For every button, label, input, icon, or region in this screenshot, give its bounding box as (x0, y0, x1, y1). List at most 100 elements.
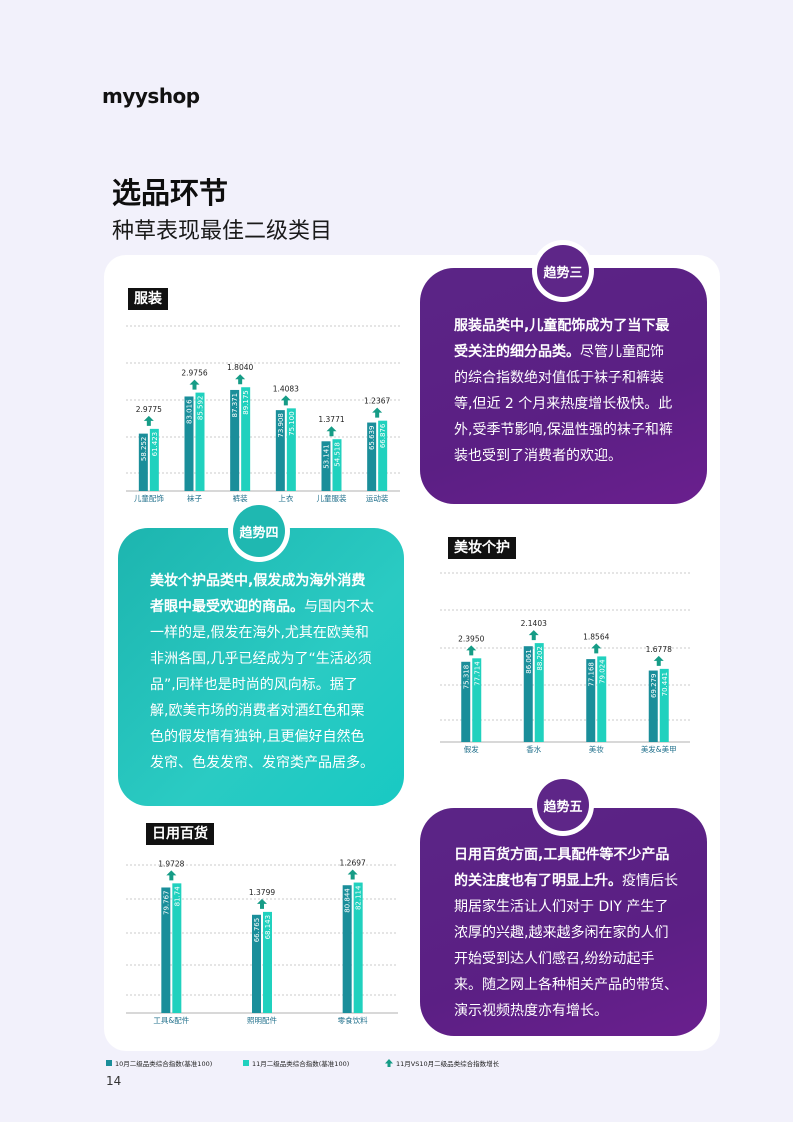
growth-arrow-icon (653, 655, 664, 666)
growth-label: 1.8564 (583, 632, 609, 641)
trend-five-card: 日用百货方面,工具配件等不少产品的关注度也有了明显上升。疫情后长期居家生活让人们… (420, 808, 707, 1036)
bar-oct (523, 646, 533, 742)
legend-nov-label: 11月二级品类综合指数(基准100) (252, 1060, 350, 1068)
growth-arrow-icon (166, 870, 177, 881)
clothing-chart-title: 服装 (128, 288, 168, 310)
bar-nov-label: 70.441 (661, 672, 669, 697)
category-label: 上衣 (278, 493, 293, 503)
bar-oct (367, 422, 377, 491)
growth-arrow-icon (591, 643, 602, 654)
daily-bar-chart: 79.767 81.74 1.9728 工具&配件 66.765 68.143 1.3799… (126, 859, 398, 1025)
growth-label: 1.8040 (227, 363, 253, 372)
growth-arrow-icon (528, 630, 539, 641)
bar-nov (263, 911, 272, 1013)
bar-oct (586, 659, 596, 742)
legend-oct-label: 10月二级品类综合指数(基准100) (115, 1060, 213, 1068)
bar-oct-label: 58.252 (140, 437, 148, 462)
trend-four-text: 美妆个护品类中,假发成为海外消费者眼中最受欢迎的商品。与国内不太一样的是,假发在… (150, 568, 376, 776)
growth-arrow-icon (466, 645, 477, 656)
bar-nov (353, 882, 363, 1013)
trend-four-card: 美妆个护品类中,假发成为海外消费者眼中最受欢迎的商品。与国内不太一样的是,假发在… (118, 528, 404, 806)
bar-oct (321, 441, 331, 491)
legend-oct-swatch (106, 1060, 112, 1066)
growth-arrow-icon (372, 407, 383, 418)
clothing-chart-panel: 服装 58.252 61.423 2.9775 儿童配饰 83.016 85.592 2.9… (118, 268, 406, 509)
bar-nov-label: 89.175 (242, 390, 250, 415)
trend-three-bold: 服装品类中,儿童配饰成为了当下最受关注的细分品类。 (454, 318, 670, 360)
growth-label: 1.3771 (318, 415, 344, 424)
legend-oct: 10月二级品类综合指数(基准100) (106, 1058, 212, 1068)
bar-nov-label: 61.423 (151, 432, 159, 457)
growth-label: 1.9728 (158, 859, 184, 868)
myyshop-logo: myyshop (102, 84, 200, 108)
growth-arrow-icon (257, 898, 267, 909)
category-label: 儿童配饰 (134, 493, 164, 503)
bar-oct (342, 885, 352, 1013)
growth-arrow-icon (326, 426, 337, 437)
bar-oct (184, 396, 194, 491)
clothing-bar-chart: 58.252 61.423 2.9775 儿童配饰 83.016 85.592 2.9756… (126, 325, 400, 503)
bar-oct-label: 66.765 (253, 918, 261, 943)
category-label: 美妆 (589, 744, 604, 754)
bar-nov-label: 88.202 (536, 646, 544, 671)
bar-oct-label: 80.844 (344, 888, 352, 913)
bar-nov-label: 85.592 (197, 396, 205, 421)
beauty-chart-panel: 美妆个护 75.318 77.714 2.3950 假发 86.061 88.202 2.1… (420, 520, 707, 802)
legend-nov-swatch (243, 1060, 249, 1066)
bar-nov-label: 77.714 (473, 661, 481, 686)
daily-chart-panel: 日用百货 79.767 81.74 1.9728 工具&配件 66.765 68.143 1… (118, 815, 406, 1043)
growth-label: 1.6778 (646, 645, 672, 654)
growth-arrow-icon (280, 395, 291, 406)
bar-oct (138, 433, 148, 491)
category-label: 美发&美甲 (641, 744, 677, 754)
bar-oct-label: 73.908 (277, 413, 285, 438)
bar-nov (659, 668, 669, 742)
category-label: 袜子 (187, 493, 202, 503)
page-number: 14 (106, 1074, 122, 1088)
bar-nov-label: 82.114 (355, 885, 363, 910)
category-label: 运动装 (366, 493, 389, 503)
page-subtitle: 种草表现最佳二级类目 (112, 219, 333, 244)
bar-oct-label: 69.279 (650, 674, 658, 699)
bar-oct-label: 86.061 (525, 649, 533, 674)
growth-arrow-icon (347, 869, 358, 880)
growth-arrow-icon (189, 379, 200, 390)
trend-three-card: 服装品类中,儿童配饰成为了当下最受关注的细分品类。尽管儿童配饰的综合指数绝对值低… (420, 268, 707, 504)
bar-nov (332, 439, 342, 491)
bar-nov (195, 392, 205, 491)
bar-nov-label: 79.024 (598, 659, 606, 684)
bar-oct-label: 83.016 (186, 399, 194, 424)
growth-label: 1.2367 (364, 397, 390, 406)
bar-nov (149, 428, 159, 491)
legend-nov: 11月二级品类综合指数(基准100) (243, 1058, 349, 1068)
bar-oct (648, 670, 658, 742)
growth-arrow-icon (143, 415, 154, 426)
legend-growth-label: 11月VS10月二级品类综合指数增长 (396, 1060, 500, 1068)
trend-four-body: 与国内不太一样的是,假发在海外,尤其在欧美和非洲各国,几乎已经成为了“生活必须品… (150, 599, 374, 771)
bar-nov-label: 54.518 (334, 442, 342, 467)
growth-label: 1.3799 (249, 888, 275, 897)
bar-oct-label: 87.371 (231, 393, 239, 418)
growth-label: 2.3950 (458, 634, 484, 643)
trend-five-badge: 趋势五 (532, 774, 594, 836)
bar-nov (472, 658, 482, 742)
trend-four-badge-label: 趋势四 (233, 505, 285, 557)
bar-nov (172, 883, 182, 1013)
bar-oct (230, 389, 240, 491)
beauty-bar-chart: 75.318 77.714 2.3950 假发 86.061 88.202 2.1403 香水… (440, 572, 690, 754)
bar-nov-label: 75.100 (288, 411, 296, 436)
beauty-chart-title: 美妆个护 (448, 537, 516, 559)
legend-growth: 11月VS10月二级品类综合指数增长 (385, 1058, 499, 1068)
growth-label: 1.4083 (273, 384, 299, 393)
legend-growth-arrow-icon (385, 1059, 393, 1067)
trend-five-body: 疫情后长期居家生活让人们对于 DIY 产生了浓厚的兴趣,越来越多闲在家的人们开始… (454, 873, 678, 1019)
trend-five-bold: 日用百货方面,工具配件等不少产品的关注度也有了明显上升。 (454, 847, 670, 889)
trend-three-badge: 趋势三 (532, 240, 594, 302)
trend-four-bold: 美妆个护品类中,假发成为海外消费者眼中最受欢迎的商品。 (150, 573, 366, 615)
trend-four-badge: 趋势四 (228, 500, 290, 562)
category-label: 工具&配件 (153, 1015, 189, 1025)
bar-nov (597, 656, 607, 742)
page-title: 选品环节 (112, 176, 229, 210)
category-label: 零食饮料 (338, 1015, 368, 1025)
trend-three-body: 尽管儿童配饰的综合指数绝对值低于袜子和裤装等,但近 2 个月来热度增长极快。此外… (454, 344, 673, 464)
